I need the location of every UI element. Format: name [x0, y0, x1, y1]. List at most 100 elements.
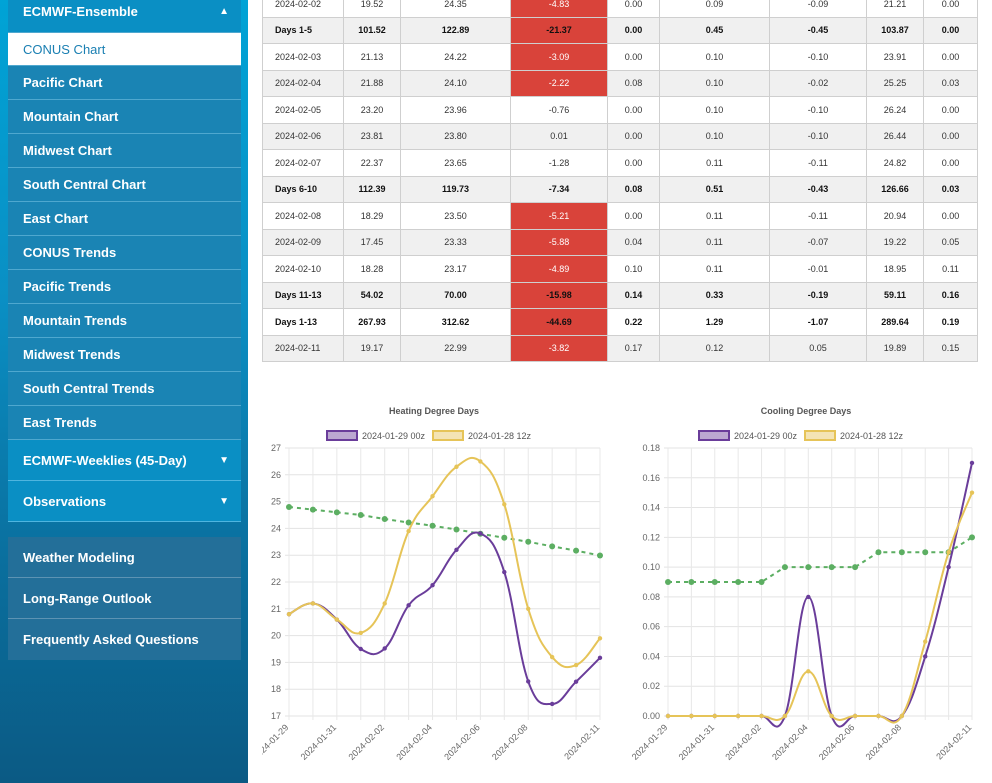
data-point[interactable] [405, 519, 412, 526]
sidebar-item-midwest-trends[interactable]: Midwest Trends [8, 338, 241, 372]
sidebar-item-pacific-trends[interactable]: Pacific Trends [8, 270, 241, 304]
data-point[interactable] [712, 713, 717, 719]
sidebar-item-conus-chart[interactable]: CONUS Chart [8, 33, 241, 66]
data-point[interactable] [829, 713, 834, 719]
data-point[interactable] [782, 713, 788, 719]
sidebar-item-east-trends[interactable]: East Trends [8, 406, 241, 440]
data-point[interactable] [549, 701, 555, 707]
sidebar-item-south-central-trends[interactable]: South Central Trends [8, 372, 241, 406]
data-point[interactable] [806, 669, 811, 674]
data-point[interactable] [758, 579, 765, 585]
data-point[interactable] [406, 528, 411, 534]
data-point[interactable] [333, 509, 340, 516]
legend-entry[interactable]: 2024-01-29 00z [326, 430, 426, 441]
data-point[interactable] [806, 594, 811, 600]
data-point[interactable] [597, 552, 603, 559]
data-point[interactable] [310, 601, 316, 606]
data-point[interactable] [852, 564, 859, 571]
link-long-range-outlook[interactable]: Long-Range Outlook [8, 578, 241, 619]
legend-entry[interactable]: 2024-01-28 12z [432, 430, 532, 441]
sidebar-item-midwest-chart[interactable]: Midwest Chart [8, 134, 241, 168]
data-point[interactable] [526, 679, 531, 684]
ensemble-menu-header[interactable]: ECMWF-Ensemble ▲ [8, 0, 241, 33]
data-point[interactable] [665, 713, 671, 719]
data-point[interactable] [946, 564, 951, 570]
data-point[interactable] [923, 639, 928, 644]
data-point[interactable] [358, 646, 363, 652]
legend-entry[interactable]: 2024-01-29 00z [698, 430, 798, 441]
data-point[interactable] [876, 713, 881, 719]
data-point[interactable] [454, 547, 459, 553]
data-point[interactable] [309, 506, 316, 513]
data-point[interactable] [875, 549, 882, 556]
observations-menu-header[interactable]: Observations ▼ [8, 481, 241, 522]
data-point[interactable] [665, 579, 671, 585]
data-point[interactable] [759, 713, 764, 719]
data-point[interactable] [597, 636, 603, 641]
data-point[interactable] [454, 464, 459, 469]
data-point[interactable] [781, 564, 788, 571]
sidebar-item-conus-trends[interactable]: CONUS Trends [8, 236, 241, 270]
table-row: 2024-02-11 19.17 22.99 -3.82 0.17 0.12 0.05 19.… [262, 334, 978, 362]
sidebar-item-mountain-chart[interactable]: Mountain Chart [8, 100, 241, 134]
data-point[interactable] [688, 579, 695, 585]
legend-swatch [432, 430, 464, 441]
data-point[interactable] [573, 679, 579, 684]
link-weather-modeling[interactable]: Weather Modeling [8, 537, 241, 578]
data-point[interactable] [923, 654, 928, 659]
y-tick-label: 0.04 [642, 651, 660, 661]
data-point[interactable] [922, 549, 929, 556]
link-faq[interactable]: Frequently Asked Questions [8, 619, 241, 660]
data-point[interactable] [286, 611, 292, 617]
data-point[interactable] [501, 534, 508, 541]
data-point[interactable] [711, 579, 718, 585]
table-cell: 0.45 [659, 16, 770, 44]
data-point[interactable] [573, 547, 580, 554]
table-cell: 20.94 [866, 202, 924, 230]
data-point[interactable] [805, 564, 812, 571]
sidebar-item-south-central-chart[interactable]: South Central Chart [8, 168, 241, 202]
data-point[interactable] [430, 583, 435, 588]
data-point[interactable] [502, 569, 507, 575]
data-point[interactable] [334, 617, 340, 622]
data-point[interactable] [549, 543, 556, 550]
data-point[interactable] [478, 459, 483, 464]
data-point[interactable] [453, 526, 460, 533]
data-point[interactable] [478, 531, 483, 536]
data-point[interactable] [357, 512, 364, 518]
data-point[interactable] [430, 494, 435, 499]
data-point[interactable] [852, 713, 858, 719]
data-point[interactable] [358, 630, 363, 636]
weeklies-menu-header[interactable]: ECMWF-Weeklies (45-Day) ▼ [8, 440, 241, 481]
data-point[interactable] [406, 603, 411, 608]
data-point[interactable] [549, 654, 555, 660]
table-cell: 0.05 [769, 334, 867, 362]
table-cell: 18.29 [343, 202, 401, 230]
data-point[interactable] [382, 601, 387, 606]
data-point[interactable] [969, 490, 975, 495]
data-point[interactable] [525, 538, 532, 545]
data-point[interactable] [828, 564, 835, 571]
data-point[interactable] [429, 522, 436, 529]
data-point[interactable] [735, 713, 741, 719]
sidebar-item-mountain-trends[interactable]: Mountain Trends [8, 304, 241, 338]
data-point[interactable] [899, 713, 905, 719]
data-point[interactable] [946, 550, 951, 555]
data-point[interactable] [526, 606, 531, 611]
data-point[interactable] [597, 655, 603, 661]
table-cell: -0.10 [769, 96, 867, 124]
data-point[interactable] [502, 502, 507, 507]
data-point[interactable] [689, 713, 694, 719]
data-point[interactable] [573, 662, 579, 668]
y-tick-label: 0.16 [642, 473, 660, 483]
legend-entry[interactable]: 2024-01-28 12z [804, 430, 904, 441]
data-point[interactable] [382, 646, 387, 651]
data-point[interactable] [969, 534, 975, 541]
data-point[interactable] [898, 549, 905, 556]
sidebar-item-east-chart[interactable]: East Chart [8, 202, 241, 236]
data-point[interactable] [286, 503, 292, 510]
data-point[interactable] [381, 516, 388, 523]
sidebar-item-pacific-chart[interactable]: Pacific Chart [8, 66, 241, 100]
data-point[interactable] [735, 579, 742, 585]
data-point[interactable] [969, 460, 975, 466]
